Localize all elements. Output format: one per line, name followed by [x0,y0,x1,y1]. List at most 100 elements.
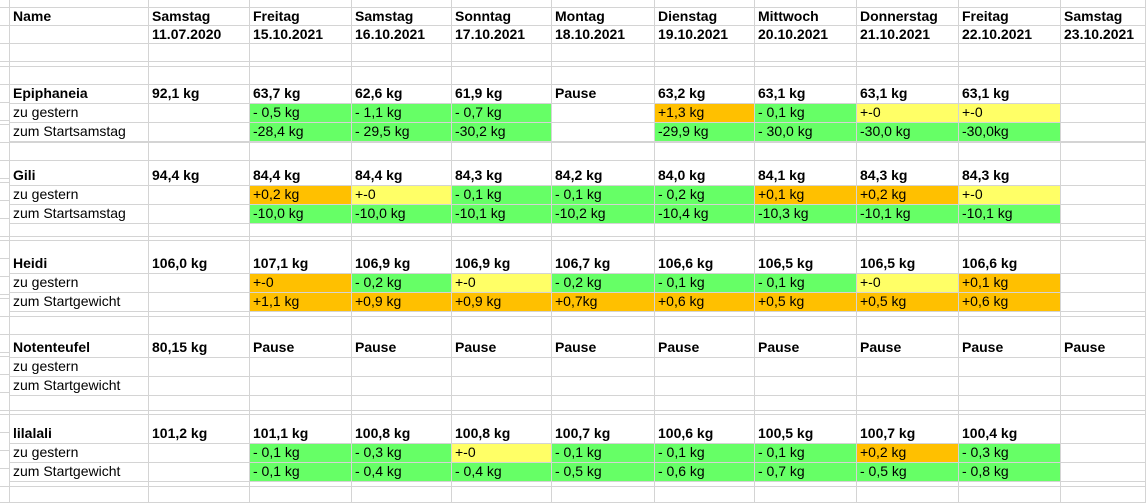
empty-cell[interactable] [0,277,10,295]
person-name[interactable]: Heidi [10,255,149,274]
weight-cell[interactable]: 100,7 kg [857,425,959,444]
diff-cell[interactable]: +-0 [250,274,352,293]
empty-cell[interactable] [149,317,250,335]
empty-cell[interactable] [1061,0,1146,8]
empty-cell[interactable] [655,219,755,237]
weight-cell[interactable]: 100,5 kg [755,425,857,444]
weight-cell[interactable]: 106,0 kg [149,255,250,274]
empty-cell[interactable] [0,26,10,44]
diff-cell[interactable]: +0,6 kg [655,293,755,312]
row-label[interactable]: zum Startgewicht [10,293,149,312]
diff-cell[interactable] [149,377,250,396]
empty-cell[interactable] [0,237,10,241]
diff-cell[interactable]: +1,3 kg [655,104,755,123]
weight-cell[interactable]: 84,3 kg [452,167,552,186]
empty-cell[interactable] [959,317,1061,335]
empty-cell[interactable] [0,8,10,26]
diff-cell[interactable]: -30,2 kg [452,123,552,142]
diff-cell[interactable]: - 30,0 kg [755,123,857,142]
empty-cell[interactable] [452,67,552,85]
empty-cell[interactable] [959,143,1061,161]
diff-cell[interactable]: - 0,1 kg [755,104,857,123]
header-date[interactable]: 15.10.2021 [250,26,352,44]
diff-cell[interactable] [552,358,655,377]
empty-cell[interactable] [352,317,452,335]
diff-cell[interactable] [959,377,1061,396]
empty-cell[interactable] [452,487,552,503]
empty-cell[interactable] [857,317,959,335]
empty-cell[interactable] [755,62,857,67]
diff-cell[interactable]: - 0,1 kg [452,186,552,205]
diff-cell[interactable]: -28,4 kg [250,123,352,142]
empty-cell[interactable] [452,219,552,237]
empty-cell[interactable] [755,44,857,62]
empty-cell[interactable] [0,469,10,487]
weight-cell[interactable]: 106,6 kg [959,255,1061,274]
empty-cell[interactable] [1061,44,1146,62]
weight-cell[interactable]: 106,9 kg [352,255,452,274]
empty-cell[interactable] [552,143,655,161]
diff-cell[interactable]: - 29,5 kg [352,123,452,142]
header-date[interactable]: 20.10.2021 [755,26,857,44]
empty-cell[interactable] [149,487,250,503]
weight-cell[interactable]: 63,2 kg [655,85,755,104]
weight-cell[interactable]: 84,3 kg [959,167,1061,186]
person-name[interactable]: Notenteufel [10,339,149,358]
diff-cell[interactable] [857,377,959,396]
diff-cell[interactable]: -10,1 kg [959,205,1061,224]
empty-cell[interactable] [552,67,655,85]
header-date[interactable]: 11.07.2020 [149,26,250,44]
diff-cell[interactable] [1061,104,1146,123]
diff-cell[interactable] [857,358,959,377]
diff-cell[interactable]: +0,5 kg [755,293,857,312]
empty-cell[interactable] [0,357,10,375]
header-weekday[interactable]: Dienstag [655,8,755,26]
diff-cell[interactable] [1061,377,1146,396]
empty-cell[interactable] [0,85,10,103]
empty-cell[interactable] [149,219,250,237]
diff-cell[interactable] [1061,358,1146,377]
person-name[interactable]: lilalali [10,425,149,444]
row-label[interactable]: zum Startsamstag [10,123,149,142]
empty-cell[interactable] [0,219,10,237]
diff-cell[interactable] [452,358,552,377]
empty-cell[interactable] [250,62,352,67]
diff-cell[interactable]: - 0,3 kg [352,444,452,463]
empty-cell[interactable] [0,161,10,179]
empty-cell[interactable] [149,393,250,411]
empty-cell[interactable] [1061,143,1146,161]
diff-cell[interactable]: -30,0 kg [857,123,959,142]
diff-cell[interactable]: - 0,2 kg [552,274,655,293]
empty-cell[interactable] [0,103,10,121]
empty-cell[interactable] [452,143,552,161]
empty-cell[interactable] [10,219,149,237]
empty-cell[interactable] [0,62,10,67]
empty-cell[interactable] [857,0,959,8]
weight-cell[interactable] [1061,85,1146,104]
empty-cell[interactable] [452,237,552,241]
diff-cell[interactable] [1061,463,1146,482]
empty-cell[interactable] [0,259,10,277]
weight-cell[interactable]: 100,8 kg [452,425,552,444]
empty-cell[interactable] [655,487,755,503]
empty-cell[interactable] [352,411,452,415]
empty-cell[interactable] [352,62,452,67]
empty-cell[interactable] [10,317,149,335]
empty-cell[interactable] [552,237,655,241]
empty-cell[interactable] [0,375,10,393]
empty-cell[interactable] [552,0,655,8]
diff-cell[interactable]: -10,4 kg [655,205,755,224]
weight-cell[interactable]: 107,1 kg [250,255,352,274]
weight-cell[interactable] [1061,167,1146,186]
diff-cell[interactable]: +0,1 kg [959,274,1061,293]
weight-cell[interactable]: 84,4 kg [250,167,352,186]
diff-cell[interactable]: -30,0kg [959,123,1061,142]
empty-cell[interactable] [0,451,10,469]
weight-cell[interactable]: Pause [1061,339,1146,358]
empty-cell[interactable] [552,317,655,335]
empty-cell[interactable] [0,353,10,357]
weight-cell[interactable]: Pause [655,339,755,358]
diff-cell[interactable]: - 0,8 kg [959,463,1061,482]
empty-cell[interactable] [755,487,857,503]
empty-cell[interactable] [149,62,250,67]
